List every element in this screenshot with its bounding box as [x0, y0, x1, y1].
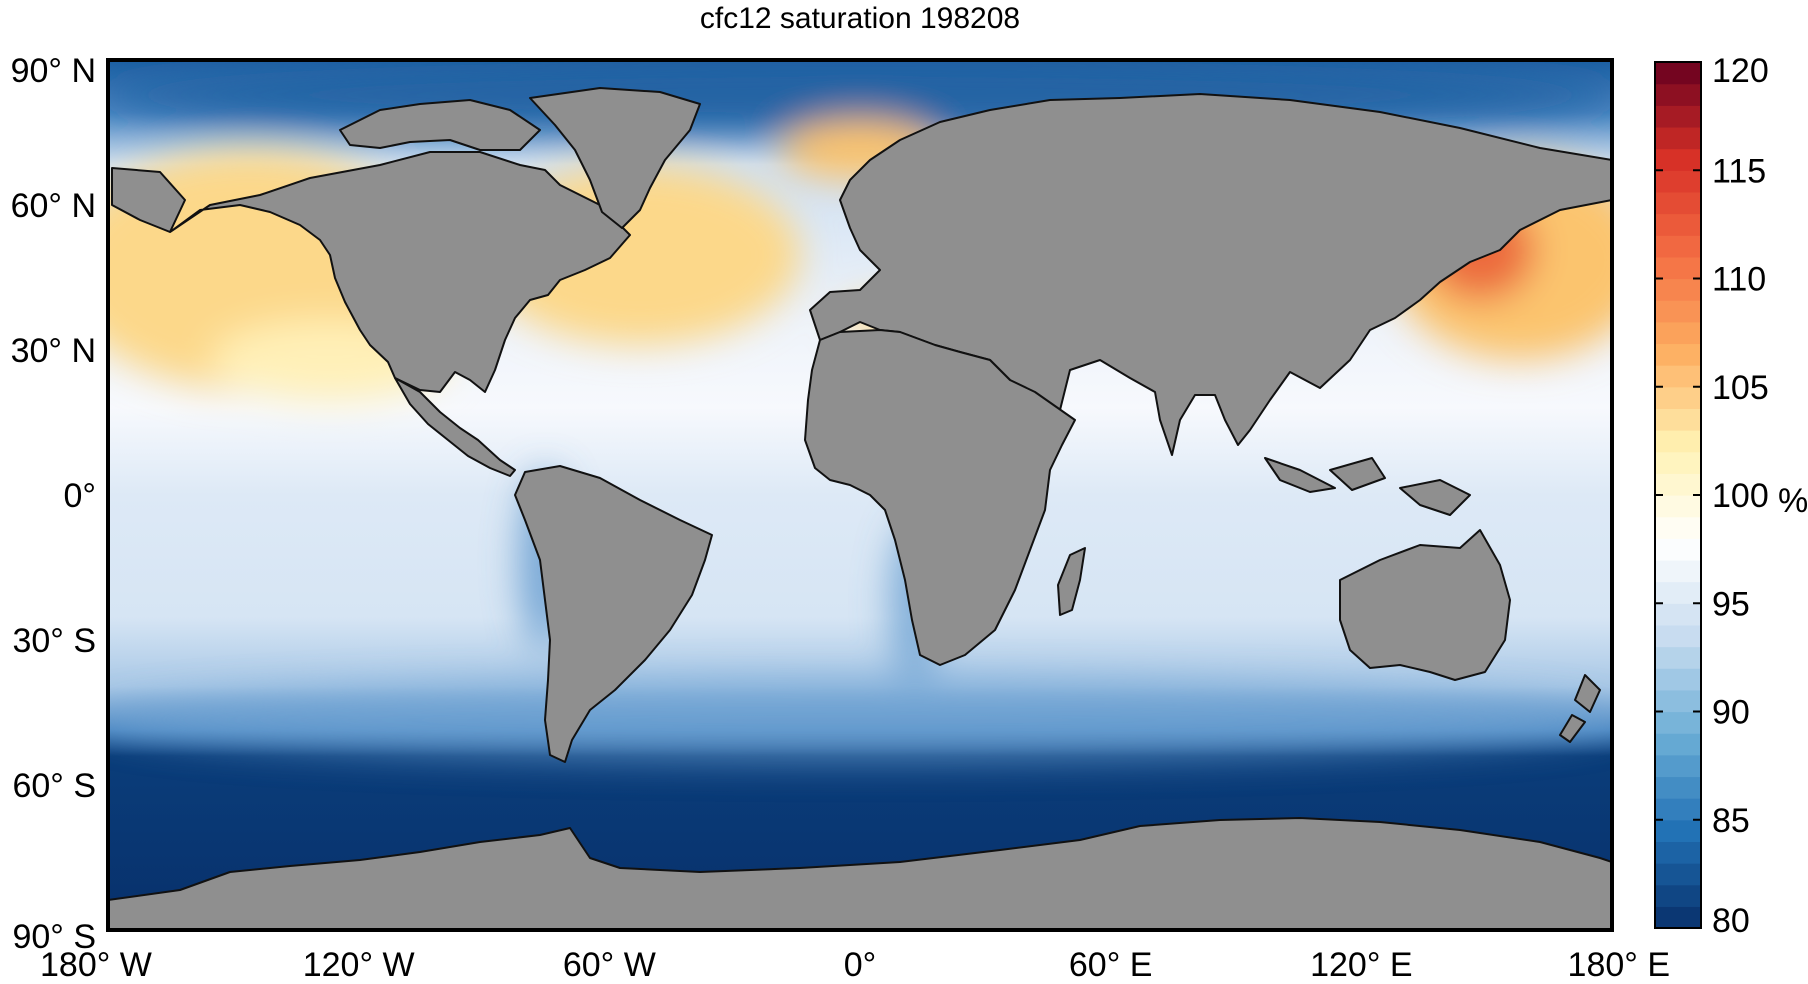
latitude-labels: 90° N 60° N 30° N 0° 30° S 60° S 90° S [11, 52, 96, 956]
indonesia-land [1264, 457, 1471, 516]
colorbar: 80 85 90 95 100 105 110 115 120 % [1654, 52, 1808, 940]
colorbar-segment-15 [1655, 581, 1701, 604]
colorbar-segment-6 [1655, 776, 1701, 799]
colorbar-segment-3 [1655, 841, 1701, 864]
antarctica-land [108, 817, 1612, 930]
colorbar-segment-37 [1655, 105, 1701, 128]
colorbar-tick-label-2: 90 [1712, 694, 1750, 732]
south-america-land [514, 465, 713, 763]
colorbar-segment-2 [1655, 863, 1701, 886]
lat-label-6: 90° S [12, 918, 96, 956]
colorbar-segment-27 [1655, 321, 1701, 345]
colorbar-tick-label-8: 120 [1712, 52, 1769, 90]
colorbar-segment-32 [1655, 213, 1701, 236]
colorbar-tick-label-3: 95 [1712, 585, 1750, 623]
colorbar-segment-9 [1655, 711, 1701, 734]
colorbar-segment-8 [1655, 733, 1701, 756]
colorbar-tick-label-4: 100 [1712, 477, 1769, 515]
lat-label-1: 60° N [11, 187, 96, 225]
colorbar-segment-1 [1655, 884, 1701, 907]
colorbar-segment-24 [1655, 386, 1701, 409]
colorbar-segment-28 [1655, 300, 1701, 323]
colorbar-segment-22 [1655, 430, 1701, 453]
lat-label-2: 30° N [11, 332, 96, 370]
lon-label-1: 120° W [303, 946, 415, 984]
colorbar-segments [1655, 62, 1701, 929]
colorbar-segment-29 [1655, 278, 1701, 301]
new-zealand-land [1559, 674, 1601, 743]
colorbar-segment-0 [1655, 906, 1701, 929]
map-panel [108, 60, 1612, 930]
colorbar-segment-35 [1655, 148, 1701, 171]
lat-label-3: 0° [63, 477, 96, 515]
colorbar-segment-21 [1655, 451, 1701, 474]
lat-label-0: 90° N [11, 52, 96, 90]
lon-label-0: 180° W [40, 946, 152, 984]
colorbar-segment-39 [1655, 62, 1701, 85]
lat-label-4: 30° S [12, 622, 96, 660]
lon-label-4: 60° E [1069, 946, 1153, 984]
map-frame [106, 58, 1614, 932]
colorbar-tick-label-6: 110 [1712, 261, 1766, 299]
colorbar-segment-34 [1655, 170, 1701, 193]
colorbar-segment-19 [1655, 495, 1701, 518]
lon-label-3: 0° [844, 946, 877, 984]
colorbar-segment-36 [1655, 126, 1701, 150]
colorbar-segment-38 [1655, 83, 1701, 106]
colorbar-segment-4 [1655, 819, 1701, 842]
lon-label-5: 120° E [1310, 946, 1412, 984]
colorbar-tick-label-1: 85 [1712, 802, 1750, 840]
landmasses [108, 87, 1612, 930]
southern-ocean-mid [108, 680, 1612, 760]
colorbar-segment-20 [1655, 473, 1701, 496]
colorbar-ticks: 80 85 90 95 100 105 110 115 120 [1655, 52, 1769, 940]
colorbar-unit-label: % [1778, 482, 1808, 520]
colorbar-segment-30 [1655, 256, 1701, 280]
madagascar-land [1057, 547, 1086, 616]
africa-land [804, 329, 1076, 666]
colorbar-segment-18 [1655, 516, 1701, 539]
colorbar-segment-16 [1655, 559, 1701, 583]
colorbar-segment-10 [1655, 689, 1701, 713]
colorbar-segment-25 [1655, 365, 1701, 388]
north-america-land [111, 151, 631, 393]
greenland-land [529, 87, 701, 229]
colorbar-segment-11 [1655, 668, 1701, 691]
longitude-labels: 180° W 120° W 60° W 0° 60° E 120° E 180° E [40, 946, 1670, 984]
lat-label-5: 60° S [12, 767, 96, 805]
colorbar-segment-26 [1655, 343, 1701, 366]
colorbar-tick-label-0: 80 [1712, 902, 1750, 940]
central-america-land [394, 377, 516, 477]
australia-land [1339, 529, 1511, 681]
colorbar-tick-label-5: 105 [1712, 369, 1769, 407]
map-title: cfc12 saturation 198208 [700, 2, 1020, 35]
colorbar-segment-7 [1655, 754, 1701, 778]
lon-label-6: 180° E [1568, 946, 1670, 984]
colorbar-segment-14 [1655, 603, 1701, 626]
colorbar-segment-31 [1655, 235, 1701, 258]
colorbar-tick-label-7: 115 [1712, 152, 1766, 190]
colorbar-segment-12 [1655, 646, 1701, 669]
canadian-archipelago-land [339, 99, 541, 151]
colorbar-segment-23 [1655, 408, 1701, 431]
colorbar-segment-33 [1655, 191, 1701, 215]
colorbar-segment-13 [1655, 624, 1701, 648]
lon-label-2: 60° W [563, 946, 656, 984]
colorbar-segment-5 [1655, 798, 1701, 821]
colorbar-segment-17 [1655, 538, 1701, 561]
